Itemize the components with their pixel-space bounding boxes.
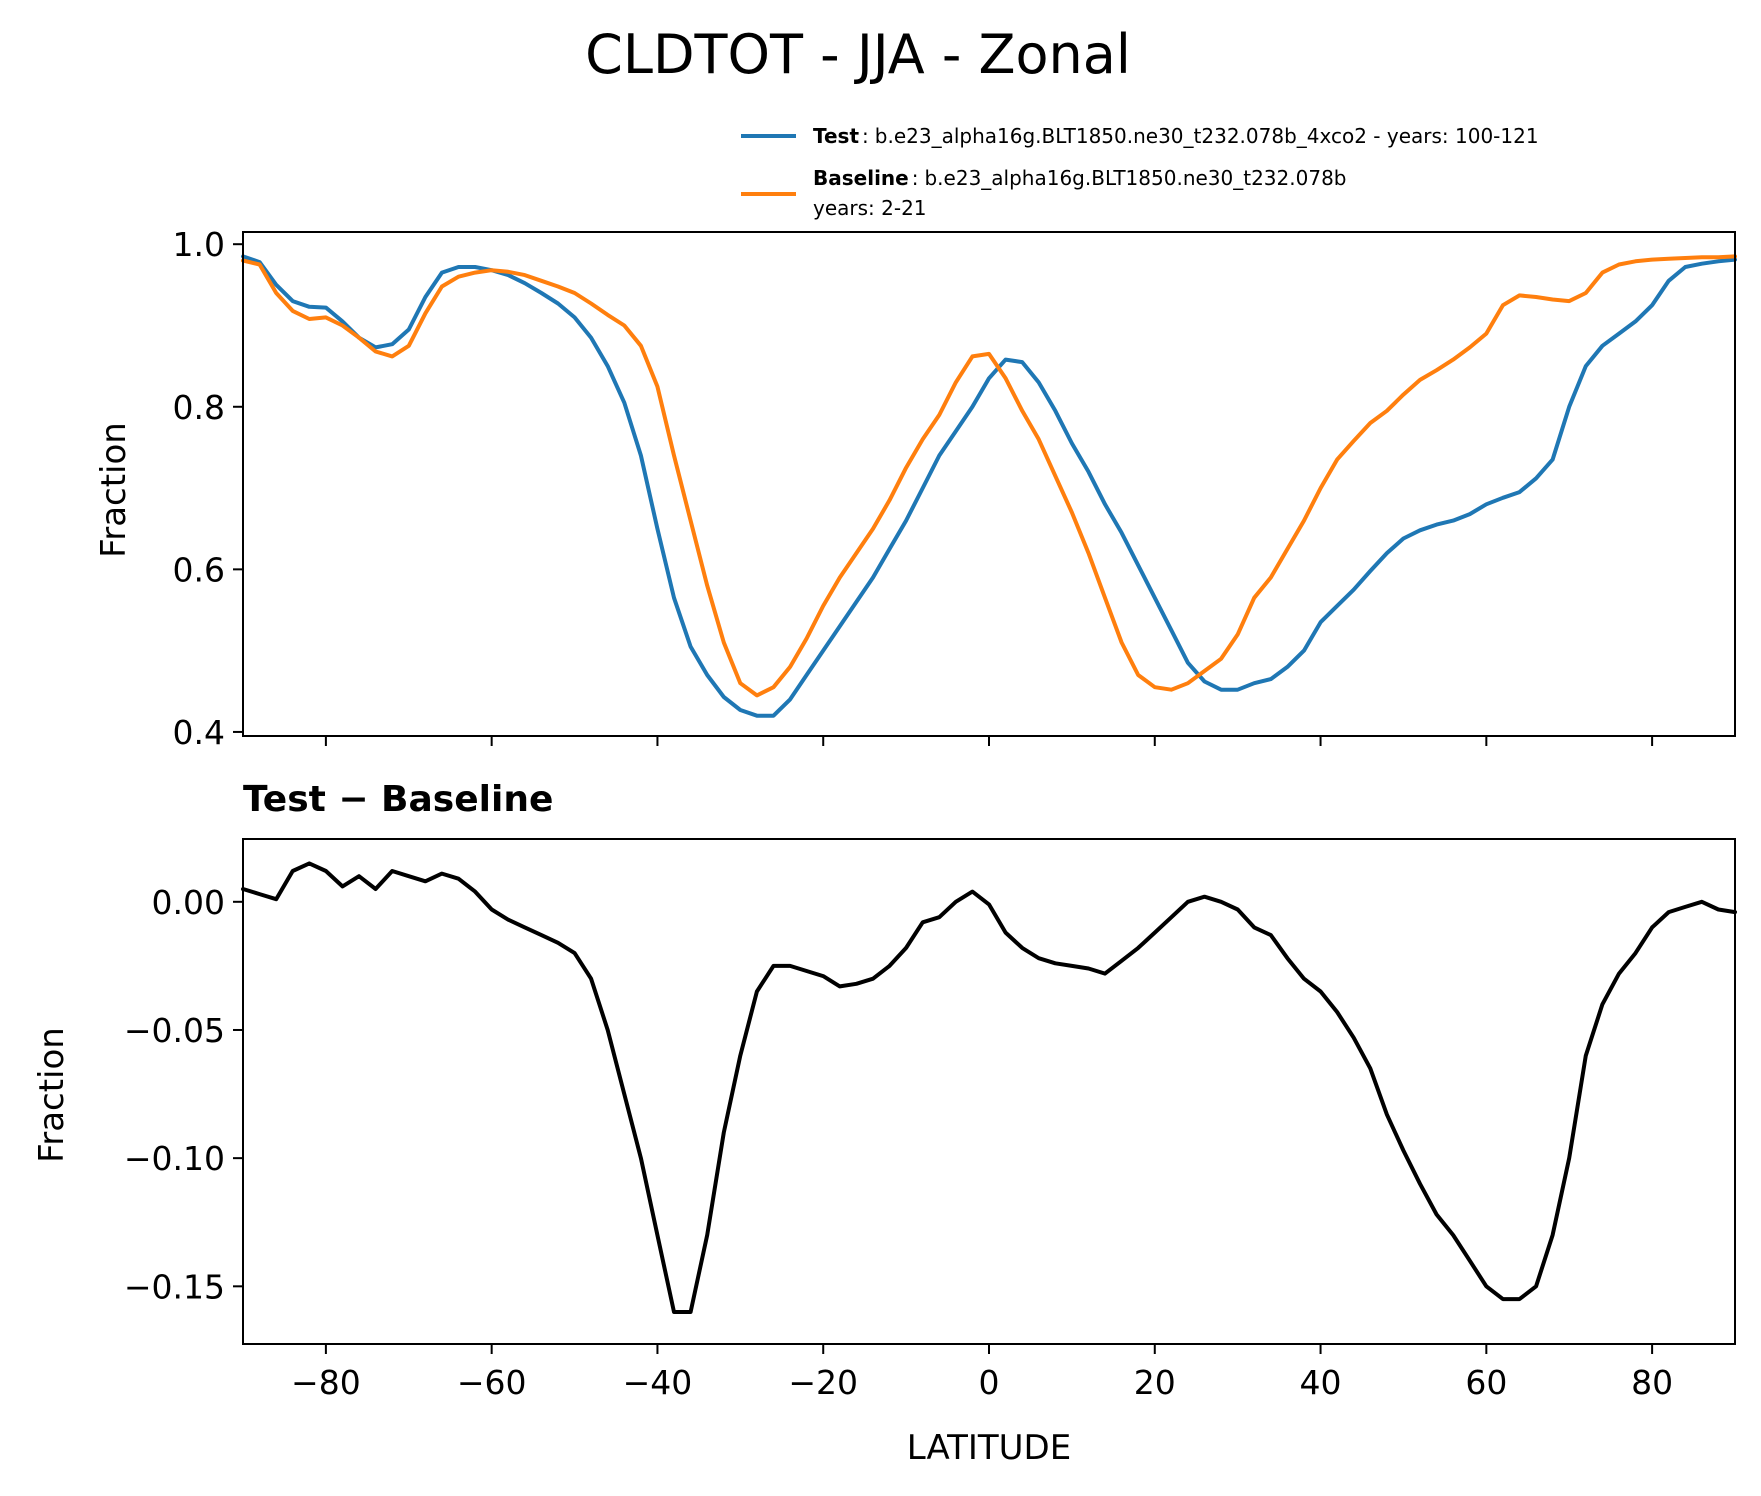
- series-line-test-baseline: [241, 861, 1737, 1314]
- legend-test-label: Test: b.e23_alpha16g.BLT1850.ne30_t232.07…: [813, 124, 1539, 148]
- bottom-x-tick-label: −60: [457, 1363, 527, 1402]
- diff-title: Test − Baseline: [243, 779, 553, 820]
- top-x-ticks: [324, 736, 1654, 746]
- top-series: [241, 254, 1737, 718]
- top-axes-frame: [242, 231, 1736, 737]
- bottom-x-ticks: −80 −60 −40 −20 0 20 40 60 80: [291, 1344, 1673, 1402]
- bottom-y-ticks: 0.00 −0.05 −0.10 −0.15: [124, 883, 243, 1306]
- bottom-x-tick-label: 0: [979, 1363, 1000, 1402]
- series-line-baseline: [241, 254, 1737, 698]
- top-y-tick-label: 0.6: [173, 550, 225, 589]
- top-panel: Fraction 0.4 0.6 0.8 1.0: [94, 225, 1737, 752]
- bottom-x-tick-label: 40: [1300, 1363, 1342, 1402]
- top-y-tick-label: 1.0: [173, 225, 225, 264]
- top-ylabel: Fraction: [94, 422, 134, 558]
- legend-baseline-label: Baseline: b.e23_alpha16g.BLT1850.ne30_t23…: [813, 166, 1347, 190]
- bottom-x-tick-label: −40: [623, 1363, 693, 1402]
- bottom-series: [241, 861, 1737, 1314]
- bottom-y-tick-label: 0.00: [152, 883, 225, 922]
- top-y-tick-label: 0.8: [173, 388, 225, 427]
- legend: Test: b.e23_alpha16g.BLT1850.ne30_t232.07…: [741, 124, 1539, 220]
- bottom-x-tick-label: −80: [291, 1363, 361, 1402]
- bottom-x-tick-label: 60: [1465, 1363, 1507, 1402]
- bottom-y-tick-label: −0.10: [124, 1139, 225, 1178]
- bottom-x-tick-label: −20: [788, 1363, 858, 1402]
- top-y-ticks: 0.4 0.6 0.8 1.0: [173, 225, 243, 752]
- bottom-x-tick-label: 80: [1631, 1363, 1673, 1402]
- bottom-panel: Test − Baseline Fraction 0.00 −0.05 −0.10 −…: [32, 779, 1737, 1468]
- bottom-x-tick-label: 20: [1134, 1363, 1176, 1402]
- bottom-y-tick-label: −0.15: [124, 1267, 225, 1306]
- bottom-y-tick-label: −0.05: [124, 1011, 225, 1050]
- x-axis-label: LATITUDE: [907, 1428, 1071, 1468]
- bottom-axes-frame: [242, 838, 1736, 1345]
- legend-baseline-label-line2: years: 2-21: [813, 196, 927, 220]
- chart-title: CLDTOT - JJA - Zonal: [585, 23, 1131, 86]
- bottom-ylabel: Fraction: [32, 1027, 72, 1163]
- top-y-tick-label: 0.4: [173, 713, 225, 752]
